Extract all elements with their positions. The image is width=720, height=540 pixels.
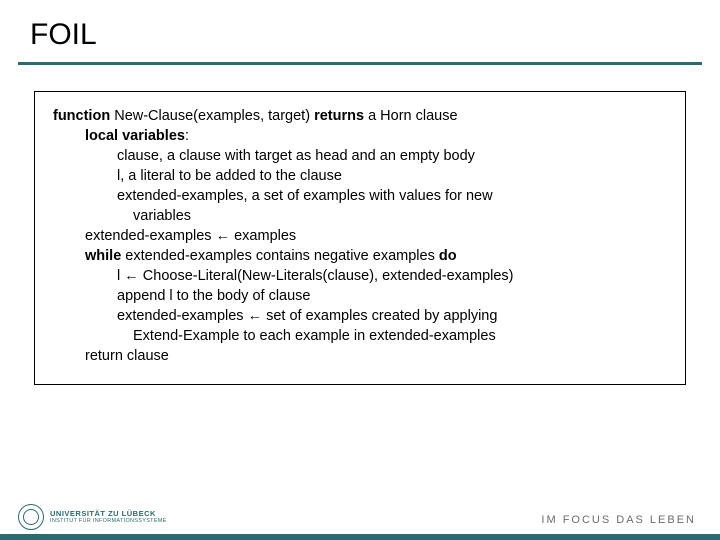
algo-line: clause, a clause with target as head and… (53, 146, 667, 166)
slide: FOIL function New-Clause(examples, targe… (0, 0, 720, 540)
algo-line-signature: function New-Clause(examples, target) re… (53, 106, 667, 126)
algo-line: extended-examples, a set of examples wit… (53, 186, 667, 206)
algo-line: extended-examples ← set of examples crea… (53, 306, 667, 326)
footer-rule (0, 534, 720, 540)
kw-function: function (53, 108, 110, 124)
local-vars-colon: : (185, 128, 189, 144)
content-area: function New-Clause(examples, target) re… (0, 65, 720, 540)
algo-line: Extend-Example to each example in extend… (53, 326, 667, 346)
while-cond: extended-examples contains negative exam… (121, 248, 439, 264)
algo-line: l ← Choose-Literal(New-Literals(clause),… (53, 266, 667, 286)
kw-returns: returns (314, 108, 364, 124)
algo-line-while: while extended-examples contains negativ… (53, 246, 667, 266)
university-name: UNIVERSITÄT ZU LÜBECK (50, 510, 167, 518)
algo-line-localvars: local variables: (53, 126, 667, 146)
algorithm-box: function New-Clause(examples, target) re… (34, 91, 686, 385)
algo-line: extended-examples ← examples (53, 226, 667, 246)
institute-name: INSTITUT FÜR INFORMATIONSSYSTEME (50, 519, 167, 525)
algo-line-return: return clause (53, 346, 667, 366)
fn-sig: New-Clause(examples, target) (110, 108, 314, 124)
university-text: UNIVERSITÄT ZU LÜBECK INSTITUT FÜR INFOR… (50, 510, 167, 525)
page-title: FOIL (30, 18, 720, 52)
algo-line: append l to the body of clause (53, 286, 667, 306)
kw-while: while (85, 248, 121, 264)
algo-line: variables (53, 206, 667, 226)
kw-local-variables: local variables (85, 128, 185, 144)
algo-line: l, a literal to be added to the clause (53, 166, 667, 186)
returns-tail: a Horn clause (364, 108, 458, 124)
kw-do: do (439, 248, 457, 264)
university-seal-icon (18, 504, 44, 530)
title-area: FOIL (0, 0, 720, 58)
